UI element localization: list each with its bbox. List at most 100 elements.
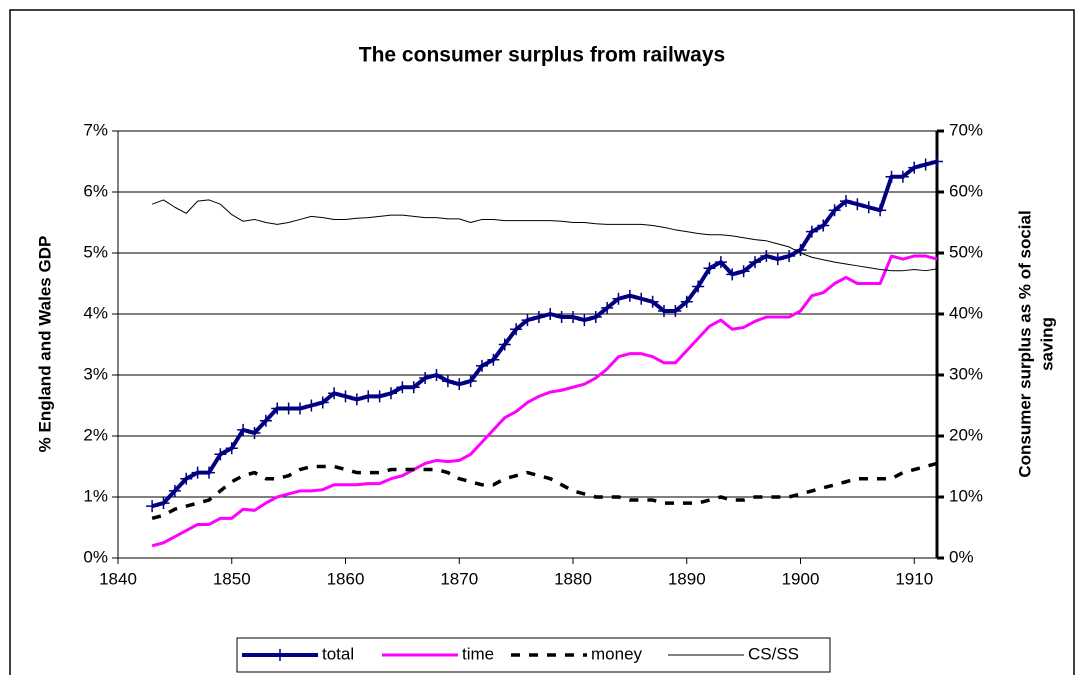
series-marker: [612, 292, 625, 305]
series-marker: [589, 311, 602, 324]
series-line: [151, 461, 938, 521]
series-marker: [760, 250, 773, 263]
legend-label: total: [322, 644, 354, 663]
x-tick-label: 1880: [554, 569, 592, 588]
y-tick-label: 7%: [83, 120, 108, 139]
series-marker: [316, 396, 329, 409]
series-marker: [430, 369, 443, 381]
series-marker: [851, 198, 864, 211]
series-marker: [771, 253, 784, 266]
x-tick-label: 1870: [440, 569, 478, 588]
series-marker: [896, 170, 909, 183]
series-marker: [737, 265, 750, 278]
y-tick-label: 6%: [83, 181, 108, 200]
series-marker: [168, 484, 181, 497]
series-marker: [908, 161, 921, 174]
series-marker: [658, 304, 670, 317]
chart-title: The consumer surplus from railways: [359, 44, 725, 67]
x-tick-label: 1890: [668, 569, 706, 588]
y-tick-label: 0%: [83, 547, 108, 566]
y-tick-label: 5%: [83, 242, 108, 261]
series-marker: [294, 402, 306, 415]
y2-tick-label: 70%: [949, 120, 983, 139]
series-marker: [874, 204, 887, 217]
y2-axis-label: saving: [1037, 317, 1056, 371]
series-marker: [703, 262, 716, 275]
series-marker: [692, 280, 705, 293]
series-marker: [453, 378, 466, 391]
series-marker: [237, 423, 250, 436]
series-marker: [749, 256, 761, 269]
series-marker: [373, 390, 386, 403]
series-marker: [203, 466, 215, 479]
y-tick-label: 3%: [83, 364, 108, 383]
series-marker: [885, 170, 898, 183]
series-marker: [328, 387, 341, 400]
series-marker: [828, 204, 841, 217]
series-marker: [555, 311, 568, 324]
y2-tick-label: 20%: [949, 425, 983, 444]
series-marker: [726, 268, 739, 281]
y-tick-label: 1%: [83, 486, 108, 505]
series-marker: [191, 466, 204, 479]
series-line: [151, 254, 938, 548]
series-marker: [385, 387, 397, 400]
series-marker: [919, 158, 932, 171]
y-axis-label: % England and Wales GDP: [35, 236, 54, 453]
legend-label: time: [462, 644, 494, 663]
series-marker: [259, 414, 272, 427]
y-tick-label: 2%: [83, 425, 108, 444]
series-marker: [225, 442, 238, 455]
series-marker: [305, 399, 318, 412]
y2-tick-label: 50%: [949, 242, 983, 261]
legend-label: CS/SS: [748, 644, 799, 663]
series-marker: [794, 243, 807, 256]
series-marker: [623, 289, 636, 302]
x-tick-label: 1840: [99, 569, 137, 588]
series-marker: [680, 295, 693, 308]
y2-axis-label: Consumer surplus as % of social: [1015, 210, 1034, 477]
y2-tick-label: 10%: [949, 486, 983, 505]
series-marker: [601, 301, 614, 314]
y2-tick-label: 60%: [949, 181, 983, 200]
series-marker: [578, 314, 591, 327]
series-marker: [532, 311, 545, 324]
series-marker: [362, 390, 375, 403]
series-marker: [862, 201, 875, 214]
series-marker: [146, 500, 159, 513]
series-marker: [521, 314, 534, 327]
series-marker: [840, 195, 852, 208]
series-marker: [567, 311, 579, 324]
series-marker: [407, 381, 420, 394]
series-marker: [180, 472, 193, 485]
series-marker: [931, 155, 943, 168]
series-marker: [669, 304, 682, 317]
series-marker: [271, 402, 284, 415]
series-marker: [510, 323, 523, 336]
series-marker: [441, 375, 454, 388]
y2-tick-label: 30%: [949, 364, 983, 383]
legend-marker: [274, 649, 286, 661]
x-tick-label: 1860: [327, 569, 365, 588]
y2-tick-label: 0%: [949, 547, 974, 566]
legend-label: money: [591, 644, 643, 663]
series-marker: [419, 372, 432, 385]
x-tick-label: 1850: [213, 569, 251, 588]
series-marker: [396, 381, 409, 394]
series-marker: [464, 375, 477, 388]
series-marker: [544, 308, 557, 320]
series-line: [151, 199, 938, 272]
series-marker: [646, 295, 659, 308]
x-tick-label: 1910: [895, 569, 933, 588]
series-marker: [498, 338, 511, 351]
series-marker: [339, 390, 352, 403]
series-marker: [282, 402, 295, 415]
chart-border: [9, 9, 1075, 675]
series-marker: [817, 219, 830, 232]
series-marker: [805, 225, 818, 238]
series-marker: [157, 497, 170, 510]
series-marker: [714, 256, 727, 269]
series-marker: [214, 448, 227, 461]
